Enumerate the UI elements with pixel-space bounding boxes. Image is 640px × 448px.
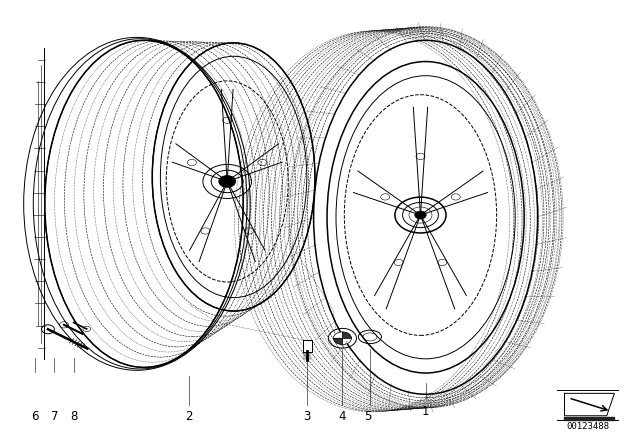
Wedge shape bbox=[333, 338, 342, 345]
FancyBboxPatch shape bbox=[303, 340, 312, 352]
Wedge shape bbox=[342, 332, 351, 338]
Text: 00123488: 00123488 bbox=[566, 422, 609, 431]
Text: 2: 2 bbox=[185, 410, 193, 423]
Wedge shape bbox=[342, 338, 351, 345]
Text: 6: 6 bbox=[31, 410, 39, 423]
Text: 7: 7 bbox=[51, 410, 58, 423]
Wedge shape bbox=[333, 332, 342, 338]
Text: 8: 8 bbox=[70, 410, 77, 423]
Polygon shape bbox=[564, 393, 614, 416]
Text: 5: 5 bbox=[364, 410, 372, 423]
Circle shape bbox=[415, 211, 426, 219]
Text: 4: 4 bbox=[339, 410, 346, 423]
Circle shape bbox=[219, 176, 236, 187]
Text: 3: 3 bbox=[303, 410, 311, 423]
Text: 1: 1 bbox=[422, 405, 429, 418]
